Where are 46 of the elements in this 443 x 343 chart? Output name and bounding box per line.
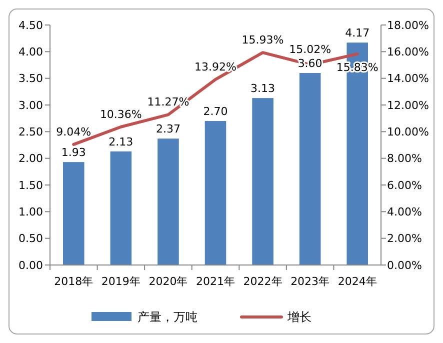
y2-tick-label: 2.00%	[387, 232, 422, 246]
x-tick-label: 2019年	[101, 275, 140, 288]
x-tick-label: 2023年	[290, 275, 330, 288]
y2-tick-label: 10.00%	[387, 126, 429, 139]
y-tick-label: 4.00	[18, 46, 43, 59]
y-tick-label: 1.50	[18, 178, 43, 192]
data-label: 13.92%	[194, 60, 236, 74]
y2-tick-label: 4.00%	[387, 206, 422, 219]
y-tick-label: 0.50	[18, 232, 43, 246]
y2-tick-label: 14.00%	[387, 72, 429, 86]
y2-tick-label: 12.00%	[387, 98, 429, 112]
data-label: 2.70	[203, 105, 228, 118]
y2-tick-label: 6.00%	[387, 178, 422, 192]
data-label: 15.02%	[289, 43, 332, 56]
y-tick-label: 0.00	[18, 258, 43, 272]
y-tick-label: 1.00	[18, 206, 43, 219]
bar	[63, 162, 84, 265]
data-label: 10.36%	[100, 108, 142, 121]
bar	[252, 98, 274, 265]
x-tick-label: 2021年	[196, 275, 235, 288]
y-tick-label: 4.50	[18, 18, 43, 32]
bar	[204, 121, 226, 265]
x-tick-label: 2024年	[338, 275, 377, 288]
x-tick-label: 2018年	[54, 275, 94, 288]
data-label: 4.17	[345, 26, 370, 40]
x-tick-label: 2020年	[148, 275, 188, 288]
legend-label: 增长	[286, 310, 312, 324]
y2-tick-label: 8.00%	[387, 152, 422, 166]
y2-tick-label: 18.00%	[387, 18, 429, 32]
bar	[110, 151, 132, 265]
data-label: 1.93	[61, 146, 86, 160]
y-tick-label: 2.50	[18, 126, 43, 139]
bar	[299, 73, 321, 265]
data-label: 3.13	[250, 82, 276, 96]
x-tick-label: 2022年	[243, 275, 282, 288]
y2-tick-label: 0.00%	[387, 258, 422, 272]
y-tick-label: 2.00	[18, 152, 43, 166]
y-tick-label: 3.50	[18, 72, 43, 86]
data-label: 2.13	[108, 135, 134, 148]
bar	[158, 138, 179, 265]
data-label: 9.04%	[56, 125, 92, 138]
legend-label: 产量，万吨	[138, 310, 198, 324]
data-label: 2.37	[156, 122, 180, 136]
y-tick-label: 3.00	[18, 98, 43, 112]
data-label: 15.93%	[242, 34, 284, 47]
y2-tick-label: 16.00%	[387, 46, 429, 59]
